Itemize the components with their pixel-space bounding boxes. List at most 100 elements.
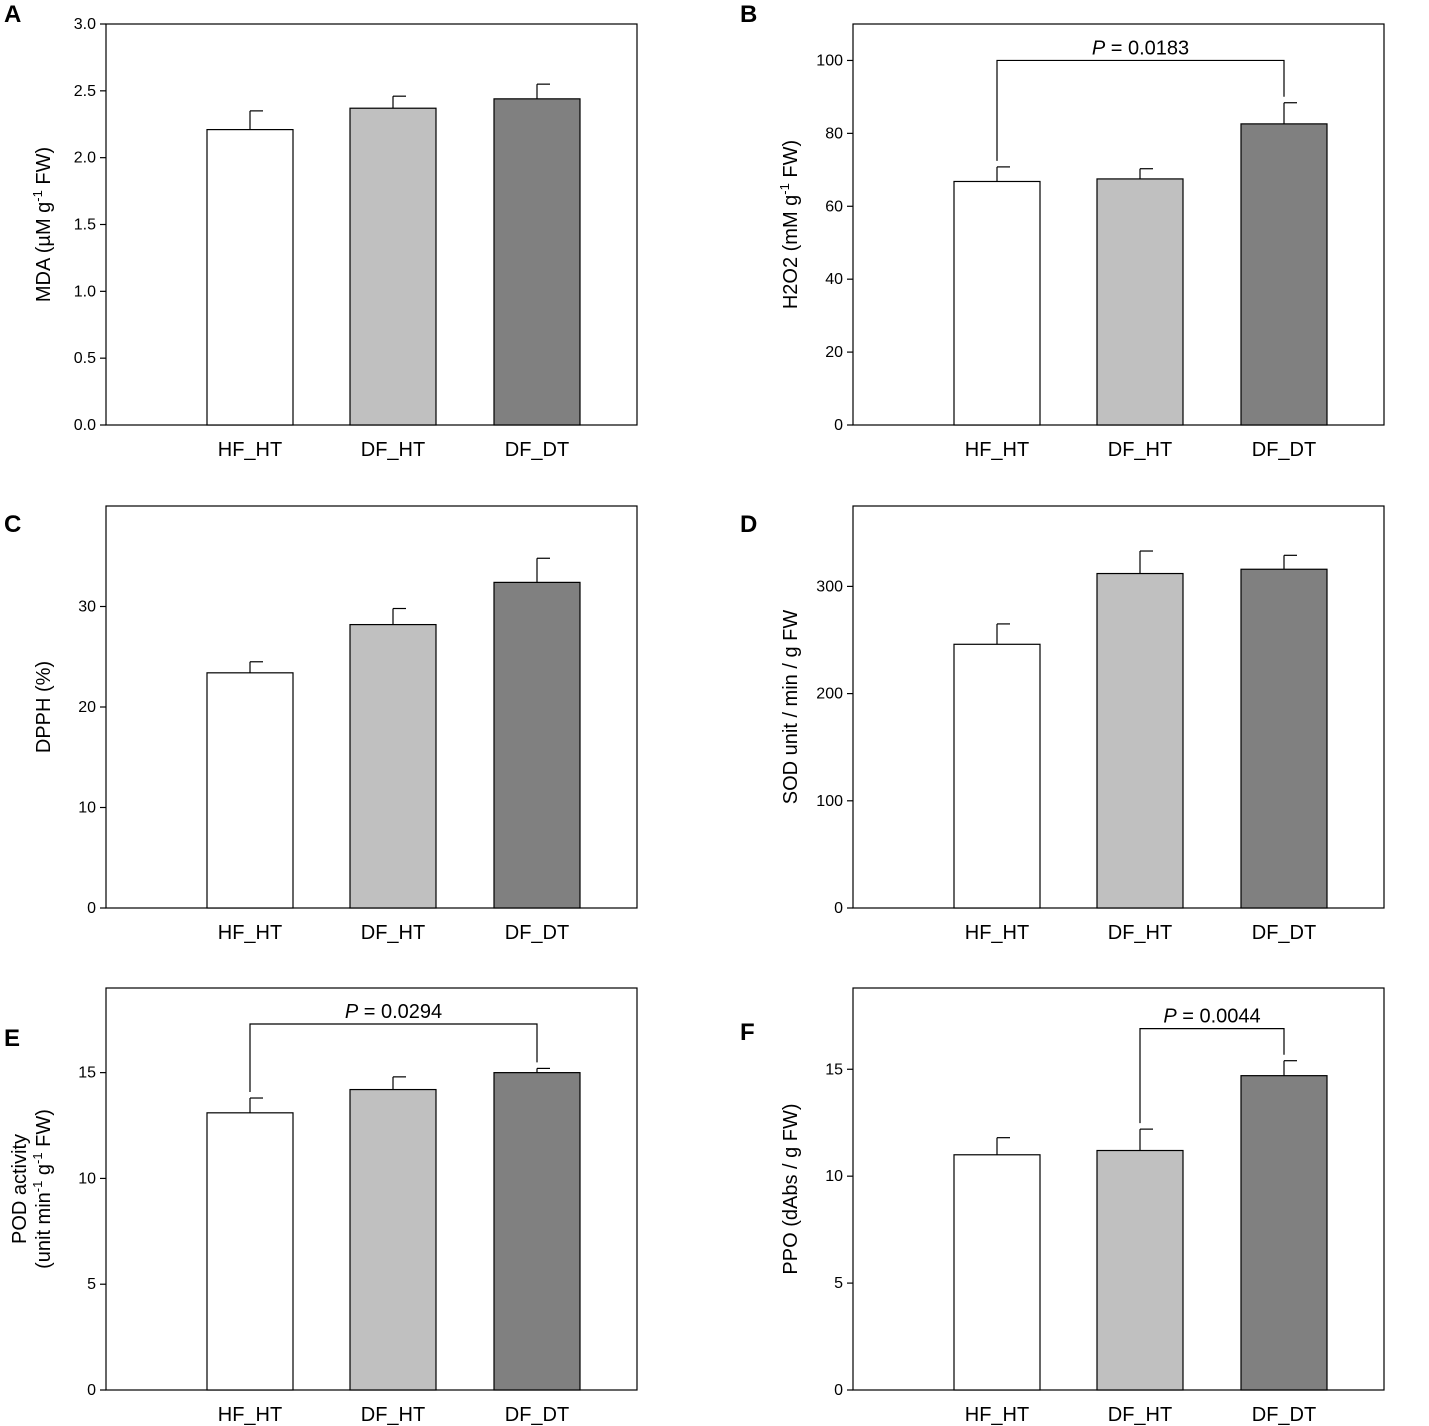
y-tick-label: 1.5 bbox=[74, 217, 96, 234]
panel-letter: D bbox=[740, 511, 757, 538]
category-label: DF_DT bbox=[1252, 439, 1316, 461]
y-axis-title: H2O2 (mM g-1 FW) bbox=[777, 140, 802, 309]
y-axis-title-part: SOD unit / min / g FW bbox=[780, 610, 802, 805]
y-tick-label: 100 bbox=[816, 793, 843, 810]
panel-f: F 0 5 10 15 HF_HT DF_HT DF_DT PPO (dAbs / g FW) P… bbox=[740, 987, 1385, 1426]
y-axis-title-part: MDA (µM g bbox=[33, 202, 55, 302]
bar-df-dt bbox=[493, 581, 581, 909]
category-label: DF_HT bbox=[361, 1404, 425, 1426]
panel-b: B 0 20 40 60 80 100 HF_HT DF_HT DF_DT H2O2 (mM g-1… bbox=[740, 1, 1385, 461]
y-tick-label: 30 bbox=[78, 599, 96, 616]
bar-df-dt bbox=[1240, 568, 1328, 909]
bar-hf-ht bbox=[206, 1112, 294, 1391]
bar-df-ht bbox=[1096, 178, 1184, 426]
p-value-symbol: P bbox=[1092, 37, 1106, 59]
y-tick-label: 10 bbox=[78, 1170, 96, 1187]
y-tick-label: 2.5 bbox=[74, 83, 96, 100]
category-label: HF_HT bbox=[218, 922, 282, 944]
bar-df-dt bbox=[493, 1072, 581, 1391]
p-value-label: P = 0.0044 bbox=[1163, 1006, 1260, 1028]
bar-hf-ht bbox=[953, 643, 1041, 909]
y-axis-title: PPO (dAbs / g FW) bbox=[780, 1103, 802, 1274]
category-label: DF_DT bbox=[505, 439, 569, 461]
y-tick-label: 0 bbox=[834, 900, 843, 917]
y-tick-label: 5 bbox=[87, 1276, 96, 1293]
panel-letter: F bbox=[740, 1019, 755, 1046]
p-value-symbol: P bbox=[1163, 1006, 1177, 1028]
y-axis-title-part: DPPH (%) bbox=[33, 661, 55, 753]
category-label: DF_HT bbox=[361, 922, 425, 944]
y-axis-title: DPPH (%) bbox=[33, 661, 55, 753]
y-axis-title-part: FW) bbox=[780, 140, 802, 183]
y-axis-title-part: -1 bbox=[30, 1181, 45, 1193]
y-axis-title-sup: -1 bbox=[30, 190, 45, 202]
y-tick-label: 200 bbox=[816, 686, 843, 703]
y-tick-label: 15 bbox=[78, 1065, 96, 1082]
bar-df-ht bbox=[1096, 1149, 1184, 1391]
panel-a: A 0.0 0.5 1.0 1.5 2.0 2.5 3.0 HF_HT DF_HT DF_DT MDA… bbox=[4, 1, 638, 461]
y-tick-label: 100 bbox=[816, 52, 843, 69]
panel-letter: B bbox=[740, 1, 757, 28]
category-label: DF_DT bbox=[1252, 1404, 1316, 1426]
bar-df-ht bbox=[1096, 572, 1184, 909]
p-value-symbol: P bbox=[345, 1001, 359, 1023]
y-tick-label: 20 bbox=[78, 699, 96, 716]
p-value-label: P = 0.0294 bbox=[345, 1001, 442, 1023]
category-label: DF_DT bbox=[505, 922, 569, 944]
y-tick-label: 0 bbox=[834, 1382, 843, 1399]
panel-e: E 0 5 10 15 HF_HT DF_HT DF_DT POD activity (unit … bbox=[4, 987, 638, 1426]
category-label: HF_HT bbox=[965, 1404, 1029, 1426]
y-axis-title-line2: (unit min-1 g-1 FW) bbox=[30, 1109, 55, 1269]
y-tick-label: 15 bbox=[825, 1061, 843, 1078]
bar-df-dt bbox=[1240, 1075, 1328, 1391]
y-tick-label: 1.0 bbox=[74, 283, 96, 300]
y-tick-label: 0.0 bbox=[74, 417, 96, 434]
y-tick-label: 80 bbox=[825, 125, 843, 142]
p-value-text: = 0.0044 bbox=[1177, 1006, 1261, 1028]
panel-letter: E bbox=[4, 1025, 20, 1052]
bar-hf-ht bbox=[953, 1154, 1041, 1391]
bar-df-ht bbox=[349, 623, 437, 909]
y-tick-label: 2.0 bbox=[74, 150, 96, 167]
y-tick-label: 10 bbox=[78, 800, 96, 817]
bar-hf-ht bbox=[953, 180, 1041, 426]
y-tick-label: 10 bbox=[825, 1168, 843, 1185]
significance-bracket bbox=[996, 59, 1285, 161]
bar-df-dt bbox=[493, 98, 581, 426]
significance-bracket bbox=[249, 1023, 538, 1093]
category-label: HF_HT bbox=[218, 1404, 282, 1426]
y-axis-title-part: PPO (dAbs / g FW) bbox=[780, 1103, 802, 1274]
p-value-label: P = 0.0183 bbox=[1092, 37, 1189, 59]
y-tick-label: 40 bbox=[825, 271, 843, 288]
bar-df-dt bbox=[1240, 123, 1328, 426]
p-value-text: = 0.0294 bbox=[358, 1001, 442, 1023]
category-label: DF_DT bbox=[505, 1404, 569, 1426]
bar-hf-ht bbox=[206, 672, 294, 909]
y-axis-title: MDA (µM g-1 FW) bbox=[30, 147, 55, 302]
panel-letter: A bbox=[4, 1, 21, 28]
y-axis-title-part: -1 bbox=[30, 1152, 45, 1164]
y-tick-label: 20 bbox=[825, 344, 843, 361]
y-axis-title: SOD unit / min / g FW bbox=[780, 610, 802, 805]
category-label: DF_HT bbox=[1108, 1404, 1172, 1426]
significance-bracket bbox=[1139, 1028, 1285, 1124]
panel-d: D 0 100 200 300 HF_HT DF_HT DF_DT SOD unit / min… bbox=[740, 505, 1385, 944]
category-label: HF_HT bbox=[965, 439, 1029, 461]
y-axis-title-part: H2O2 (mM g bbox=[780, 195, 802, 309]
y-tick-label: 0 bbox=[87, 1382, 96, 1399]
bar-df-ht bbox=[349, 107, 437, 426]
category-label: DF_HT bbox=[1108, 439, 1172, 461]
bar-hf-ht bbox=[206, 128, 294, 426]
panel-letter: C bbox=[4, 511, 21, 538]
panel-c: C 0 10 20 30 HF_HT DF_HT DF_DT DPPH (%) bbox=[4, 505, 638, 944]
category-label: DF_DT bbox=[1252, 922, 1316, 944]
category-label: DF_HT bbox=[1108, 922, 1172, 944]
category-label: HF_HT bbox=[218, 439, 282, 461]
y-tick-label: 60 bbox=[825, 198, 843, 215]
p-value-text: = 0.0183 bbox=[1105, 37, 1189, 59]
category-label: DF_HT bbox=[361, 439, 425, 461]
y-tick-label: 300 bbox=[816, 578, 843, 595]
y-tick-label: 0 bbox=[87, 900, 96, 917]
y-tick-label: 0 bbox=[834, 417, 843, 434]
